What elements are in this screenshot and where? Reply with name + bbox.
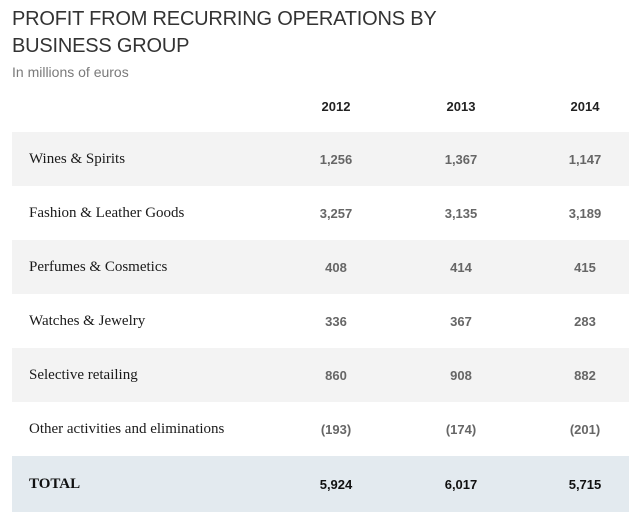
cell-value: 1,147 <box>568 151 602 167</box>
table-header-row: 2012 2013 2014 <box>12 80 629 132</box>
units-subtitle: In millions of euros <box>12 64 129 80</box>
table-row-perfumes-cosmetics: Perfumes & Cosmetics 408 414 415 <box>12 240 629 294</box>
cell-value: 908 <box>450 367 472 383</box>
cell-value: (174) <box>445 421 477 437</box>
cell-value: 336 <box>325 313 347 329</box>
column-header-2013: 2013 <box>446 98 476 114</box>
page-title: PROFIT FROM RECURRING OPERATIONS BY BUSI… <box>12 8 437 57</box>
cell-value: 283 <box>574 313 596 329</box>
row-label: Watches & Jewelry <box>29 312 146 329</box>
cell-value: 860 <box>325 367 347 383</box>
row-label: Fashion & Leather Goods <box>29 204 185 221</box>
cell-value: (193) <box>320 421 352 437</box>
cell-value: 367 <box>450 313 472 329</box>
cell-value: 415 <box>574 259 596 275</box>
cell-value: 882 <box>574 367 596 383</box>
cell-value: 1,367 <box>444 151 478 167</box>
total-value: 6,017 <box>444 476 478 492</box>
cell-value: 3,257 <box>319 205 353 221</box>
cell-value: 408 <box>325 259 347 275</box>
table-row-watches-jewelry: Watches & Jewelry 336 367 283 <box>12 294 629 348</box>
column-header-2014: 2014 <box>570 98 600 114</box>
profit-table: 2012 2013 2014 Wines & Spirits 1,256 1,3… <box>12 80 629 512</box>
total-value: 5,924 <box>319 476 353 492</box>
cell-value: 3,189 <box>568 205 602 221</box>
column-header-2012: 2012 <box>321 98 351 114</box>
total-label: TOTAL <box>29 475 81 492</box>
cell-value: 1,256 <box>319 151 353 167</box>
table-row-selective-retailing: Selective retailing 860 908 882 <box>12 348 629 402</box>
cell-value: (201) <box>569 421 601 437</box>
row-label: Selective retailing <box>29 366 138 383</box>
table-row-wines-spirits: Wines & Spirits 1,256 1,367 1,147 <box>12 132 629 186</box>
total-value: 5,715 <box>568 476 602 492</box>
table-row-fashion-leather: Fashion & Leather Goods 3,257 3,135 3,18… <box>12 186 629 240</box>
row-label: Wines & Spirits <box>29 150 126 167</box>
row-label: Perfumes & Cosmetics <box>29 258 168 275</box>
row-label: Other activities and eliminations <box>29 420 225 437</box>
table-row-other-activities: Other activities and eliminations (193) … <box>12 402 629 456</box>
table-row-total: TOTAL 5,924 6,017 5,715 <box>12 456 629 512</box>
cell-value: 3,135 <box>444 205 478 221</box>
cell-value: 414 <box>450 259 472 275</box>
